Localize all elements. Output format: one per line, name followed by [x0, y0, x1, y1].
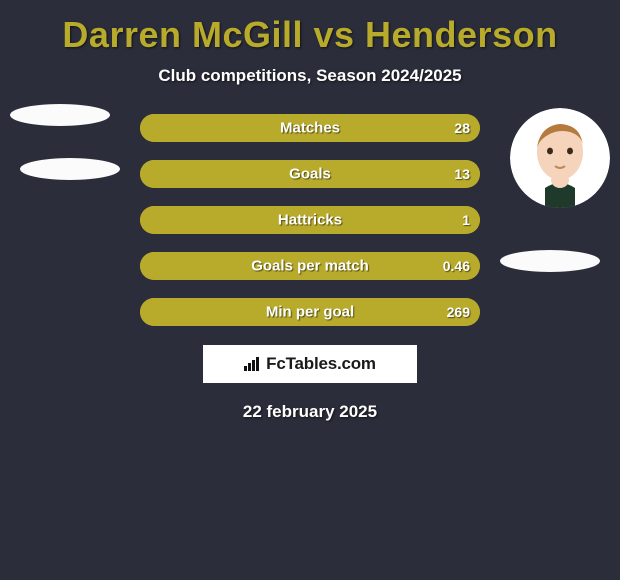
- stat-label: Matches: [280, 120, 340, 137]
- stat-value-right: 28: [454, 120, 470, 136]
- stat-label: Min per goal: [266, 304, 354, 321]
- stat-row: Hattricks 1: [140, 206, 480, 234]
- face-icon: [510, 108, 610, 208]
- avatar-right: [510, 108, 610, 208]
- stat-label: Goals: [289, 166, 331, 183]
- page-title: Darren McGill vs Henderson: [0, 0, 620, 56]
- stat-row: Goals per match 0.46: [140, 252, 480, 280]
- brand-box[interactable]: FcTables.com: [202, 344, 418, 384]
- avatar-left-placeholder-2: [20, 158, 120, 180]
- stat-row: Goals 13: [140, 160, 480, 188]
- comparison-area: Matches 28 Goals 13 Hattricks 1 Goals per matc…: [0, 114, 620, 326]
- title-text: Darren McGill vs Henderson: [62, 14, 557, 55]
- brand-text: FcTables.com: [266, 354, 376, 374]
- avatar-right-shadow: [500, 250, 600, 272]
- comparison-bars: Matches 28 Goals 13 Hattricks 1 Goals per matc…: [140, 114, 480, 326]
- stat-label: Hattricks: [278, 212, 342, 229]
- stat-value-right: 269: [447, 304, 470, 320]
- avatar-left-placeholder-1: [10, 104, 110, 126]
- chart-icon: [244, 357, 262, 371]
- stat-value-right: 1: [462, 212, 470, 228]
- date-line: 22 february 2025: [0, 402, 620, 422]
- subtitle: Club competitions, Season 2024/2025: [0, 66, 620, 86]
- stat-label: Goals per match: [251, 258, 369, 275]
- stat-row: Matches 28: [140, 114, 480, 142]
- stat-value-right: 13: [454, 166, 470, 182]
- stat-row: Min per goal 269: [140, 298, 480, 326]
- stat-value-right: 0.46: [443, 258, 470, 274]
